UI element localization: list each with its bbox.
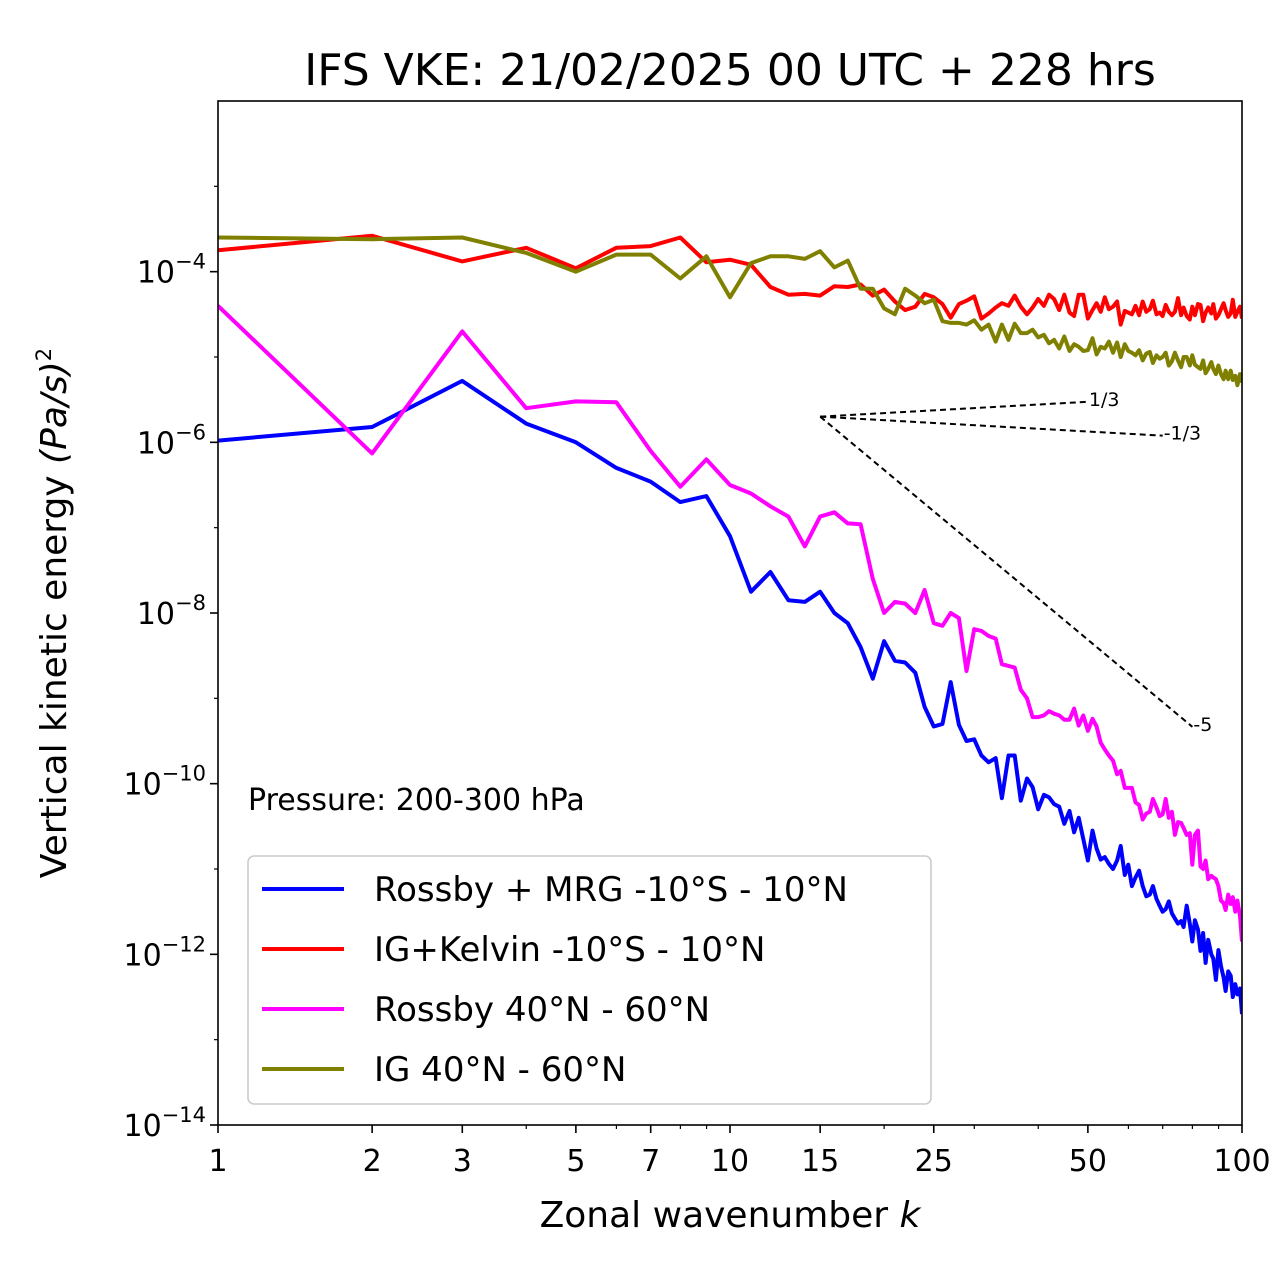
pressure-annotation: Pressure: 200-300 hPa [248,783,585,818]
legend-label-2: Rossby 40°N - 60°N [374,990,710,1030]
series-line-0 [218,378,1242,1015]
slope-line-1 [820,415,1163,437]
x-tick-label: 25 [915,1144,953,1179]
x-axis: 1 2 3 5 7 10 15 25 50 100 [208,1125,1271,1179]
reference-slope-lines: 1/3 -1/3 -5 [819,389,1212,736]
slope-label-1: -1/3 [1164,423,1201,445]
x-tick-label: 2 [363,1144,382,1179]
x-axis-label-var: k [900,1195,923,1236]
y-tick-label: 10−4 [137,250,206,291]
slope-label-2: -5 [1193,714,1212,736]
x-tick-label: 5 [566,1144,585,1179]
legend-frame [247,855,932,1105]
x-tick-label: 1 [208,1144,227,1179]
slope-line-0 [820,400,1088,418]
x-axis-label: Zonal wavenumber k [540,1195,923,1236]
series-line-2 [218,304,1242,942]
y-tick-label: 10−6 [137,420,206,461]
y-tick-label: 10−8 [137,591,206,632]
x-tick-label: 50 [1069,1144,1107,1179]
legend-label-1: IG+Kelvin -10°S - 10°N [374,930,765,970]
legend-label-3: IG 40°N - 60°N [374,1050,626,1090]
slope-label-0: 1/3 [1089,389,1120,411]
legend: Rossby + MRG -10°S - 10°N IG+Kelvin -10°S… [247,855,932,1105]
x-axis-label-text: Zonal wavenumber [540,1195,889,1236]
series-layer [218,233,1242,1015]
y-tick-label: 10−10 [123,762,206,803]
y-axis: 10−4 10−6 10−8 10−10 10−12 10−14 [123,185,218,1144]
y-axis-label: Vertical kinetic energy (Pa/s)2 [32,348,75,878]
y-tick-label: 10−12 [123,932,206,973]
slope-line-2 [819,415,1194,728]
y-axis-label-unit: (Pa/s) [34,361,75,464]
x-tick-label: 10 [711,1144,749,1179]
legend-label-0: Rossby + MRG -10°S - 10°N [374,870,848,910]
y-tick-label: 10−14 [123,1103,206,1144]
x-tick-label: 100 [1213,1144,1270,1179]
series-line-3 [218,235,1242,388]
x-tick-label: 15 [801,1144,839,1179]
x-tick-label: 3 [453,1144,472,1179]
x-tick-label: 7 [641,1144,660,1179]
y-axis-label-exp: 2 [32,348,56,361]
y-axis-label-text: Vertical kinetic energy [34,475,75,878]
chart-title: IFS VKE: 21/02/2025 00 UTC + 228 hrs [304,45,1156,96]
series-line-1 [218,233,1242,327]
